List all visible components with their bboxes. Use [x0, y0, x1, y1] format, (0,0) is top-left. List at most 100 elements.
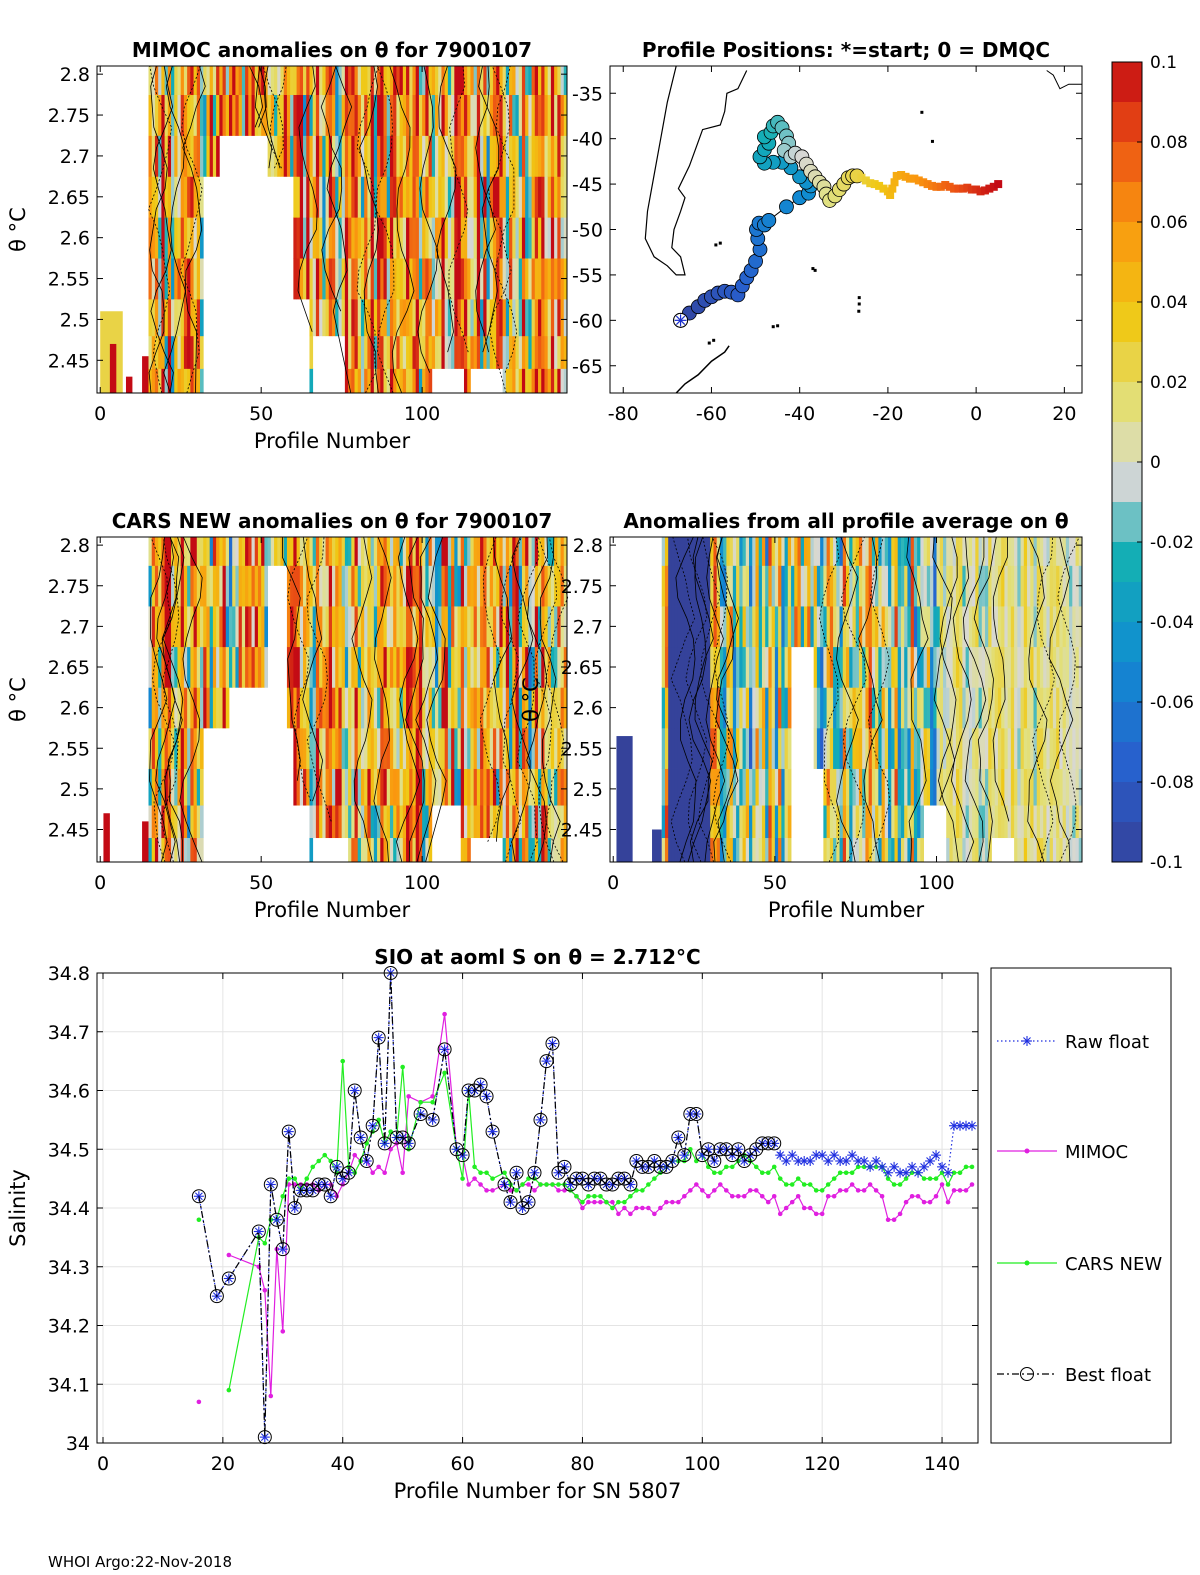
y-tick-label: 2.45	[48, 350, 90, 372]
heatmap-cell	[719, 805, 724, 839]
heatmap-cell	[521, 217, 526, 259]
heatmap-cell	[380, 66, 384, 96]
heatmap-cell	[196, 298, 201, 337]
heatmap-cell	[690, 646, 695, 688]
cars-line	[228, 1061, 972, 1391]
heatmap-cell	[335, 217, 339, 259]
heatmap-cell	[360, 66, 365, 96]
heatmap-cell	[335, 258, 339, 300]
heatmap-cell	[367, 727, 372, 769]
heatmap-cell	[512, 217, 516, 259]
y-tick-label: 34.2	[48, 1316, 90, 1338]
mimoc-point	[682, 1193, 687, 1199]
cars-point	[598, 1193, 603, 1199]
heatmap-cell	[351, 368, 355, 394]
y-axis-label: θ °C	[519, 677, 543, 722]
heatmap-cell	[293, 176, 297, 218]
heatmap-cell	[878, 537, 882, 566]
heatmap-cell	[1020, 768, 1025, 806]
heatmap-cell	[196, 335, 201, 369]
heatmap-cell	[463, 727, 468, 769]
heatmap-cell	[1046, 565, 1051, 607]
cars-point	[945, 1182, 951, 1187]
heatmap-cell	[373, 837, 378, 863]
heatmap-cell	[681, 537, 685, 566]
heatmap-cell	[386, 135, 391, 177]
heatmap-cell	[710, 646, 714, 688]
heatmap-cell	[988, 646, 992, 688]
heatmap-cell	[1056, 768, 1060, 806]
heatmap-cell	[515, 727, 520, 769]
heatmap-cell	[396, 298, 401, 337]
heatmap-cell	[428, 368, 433, 394]
heatmap-cell	[765, 768, 769, 806]
heatmap-cell	[357, 176, 362, 218]
heatmap-cell	[422, 258, 426, 300]
heatmap-cell	[512, 66, 516, 96]
heatmap-cell	[502, 368, 507, 394]
heatmap-cell	[383, 94, 388, 136]
heatmap-cell	[473, 176, 478, 218]
heatmap-cell	[515, 94, 520, 136]
heatmap-cell	[1059, 565, 1064, 607]
heatmap-cell	[1004, 646, 1009, 688]
island-mark	[813, 268, 817, 272]
heatmap-cell	[550, 768, 555, 806]
heatmap-cell	[794, 537, 798, 566]
heatmap-cell	[492, 687, 497, 729]
heatmap-cell	[393, 646, 397, 688]
heatmap-cell	[303, 135, 307, 177]
heatmap-cell	[161, 335, 166, 369]
heatmap-cell	[531, 335, 536, 369]
heatmap-cell	[894, 606, 899, 648]
heatmap-cell	[547, 135, 552, 177]
heatmap-cell	[254, 565, 259, 607]
heatmap-cell	[965, 646, 970, 688]
raw-float-point	[578, 1174, 587, 1183]
profile-square	[892, 171, 901, 180]
cars-point	[316, 1158, 322, 1164]
heatmap-cell	[923, 565, 928, 607]
heatmap-cell	[554, 537, 558, 566]
heatmap-cell	[499, 687, 504, 729]
heatmap-cell	[1052, 837, 1057, 863]
heatmap-cell	[418, 606, 423, 648]
heatmap-cell	[962, 768, 967, 806]
heatmap-cell	[454, 687, 458, 729]
heatmap-cell	[965, 687, 970, 729]
heatmap-cell	[557, 606, 561, 648]
heatmap-cell	[897, 687, 902, 729]
heatmap-cell	[972, 537, 976, 566]
cars-point	[484, 1170, 489, 1176]
heatmap-cell	[283, 94, 288, 136]
mimoc-point	[795, 1193, 801, 1199]
mimoc-point	[771, 1193, 777, 1199]
heatmap-cell	[550, 837, 555, 863]
best-float-point	[479, 1089, 494, 1104]
heatmap-cell	[865, 837, 870, 863]
heatmap-cell	[888, 687, 892, 729]
heatmap-cell	[386, 837, 391, 863]
heatmap-cell	[528, 537, 532, 566]
heatmap-cell	[671, 646, 676, 688]
heatmap-cell	[1033, 805, 1038, 839]
heatmap-cell	[978, 727, 983, 769]
heatmap-cell	[784, 606, 789, 648]
heatmap-cell	[473, 687, 478, 729]
colorbar-band	[1112, 182, 1142, 223]
heatmap-cell	[222, 537, 227, 566]
island-mark	[718, 241, 722, 245]
heatmap-cell	[803, 537, 808, 566]
heatmap-cell	[732, 805, 737, 839]
heatmap-cell	[554, 335, 558, 369]
heatmap-cell	[729, 837, 734, 863]
heatmap-cell	[203, 537, 207, 566]
heatmap-cell	[1046, 646, 1051, 688]
heatmap-cell	[1078, 537, 1083, 566]
heatmap-cell	[467, 606, 471, 648]
heatmap-cell	[518, 135, 523, 177]
heatmap-cell	[212, 66, 217, 96]
heatmap-cell	[299, 646, 304, 688]
heatmap-cell	[703, 537, 708, 566]
heatmap-cell	[435, 646, 439, 688]
